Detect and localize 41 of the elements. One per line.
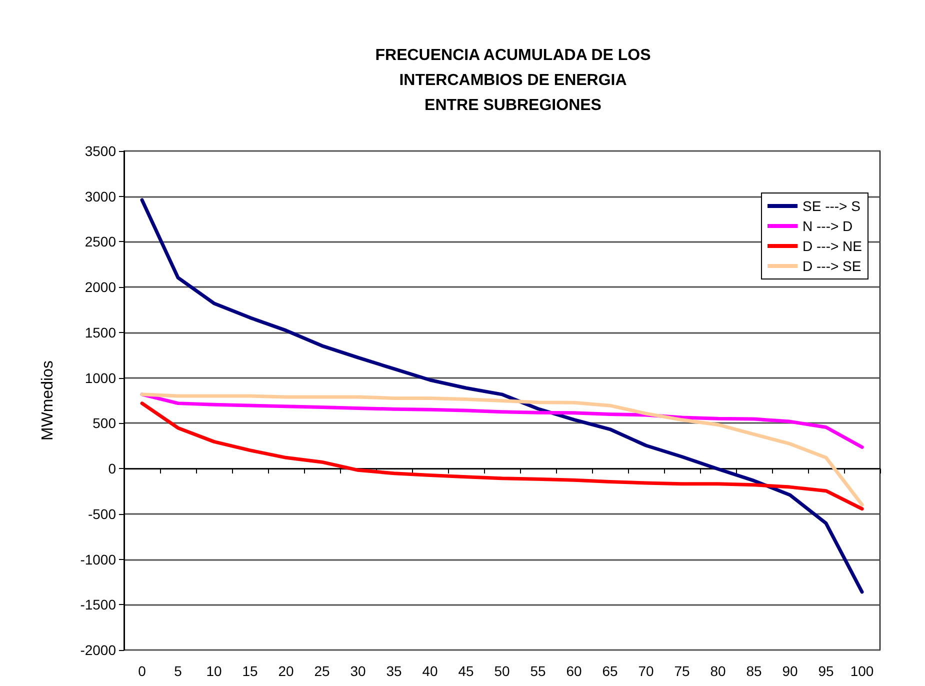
x-tick-label: 15 — [242, 663, 258, 679]
x-tick-label: 65 — [602, 663, 618, 679]
legend-label: SE ---> S — [802, 198, 860, 214]
y-tick-label: 2000 — [84, 279, 116, 296]
y-axis-title: MWmedios — [40, 360, 56, 441]
x-tick-label: 40 — [422, 663, 438, 679]
x-tick-label: 55 — [530, 663, 546, 679]
x-tick-label: 25 — [314, 663, 330, 679]
x-tick-label: 75 — [674, 663, 690, 679]
y-tick-label: 500 — [92, 415, 116, 432]
x-tick-label: 95 — [818, 663, 834, 679]
x-tick-label: 0 — [138, 663, 146, 679]
line-series — [140, 392, 864, 449]
x-tick-label: 50 — [494, 663, 510, 679]
legend-label: N ---> D — [802, 218, 853, 234]
line-series — [140, 198, 864, 594]
x-tick-label: 35 — [386, 663, 402, 679]
y-tick-label: 0 — [108, 460, 116, 477]
x-tick-label: 5 — [174, 663, 182, 679]
x-tick-label: 60 — [566, 663, 582, 679]
y-tick-label: -1000 — [80, 551, 116, 568]
x-tick-label: 10 — [206, 663, 222, 679]
y-tick-label: 1000 — [84, 370, 116, 386]
x-tick-label: 30 — [350, 663, 366, 679]
chart-title: FRECUENCIA ACUMULADA DE LOS INTERCAMBIOS DE ENERGIA ENTRE SUBREGIONES — [375, 47, 652, 114]
x-tick-label: 90 — [782, 663, 798, 679]
y-tick-label: -2000 — [80, 642, 116, 658]
y-tick-label: 3500 — [84, 143, 116, 159]
x-tick-label: 70 — [638, 663, 654, 679]
x-tick-label: 100 — [850, 663, 874, 679]
x-tick-label: 20 — [278, 663, 294, 679]
x-tick-label: 85 — [746, 663, 762, 679]
y-tick-label: 1500 — [84, 324, 116, 340]
y-tick-label: 2500 — [84, 234, 116, 250]
x-tick-label: 45 — [458, 663, 474, 679]
y-tick-label: -500 — [88, 506, 116, 522]
y-tick-label: 3000 — [84, 188, 116, 204]
legend-label: D ---> SE — [802, 258, 862, 274]
y-tick-label: -1500 — [80, 596, 116, 613]
legend-label: D ---> NE — [802, 238, 862, 254]
x-tick-label: 80 — [710, 663, 726, 679]
